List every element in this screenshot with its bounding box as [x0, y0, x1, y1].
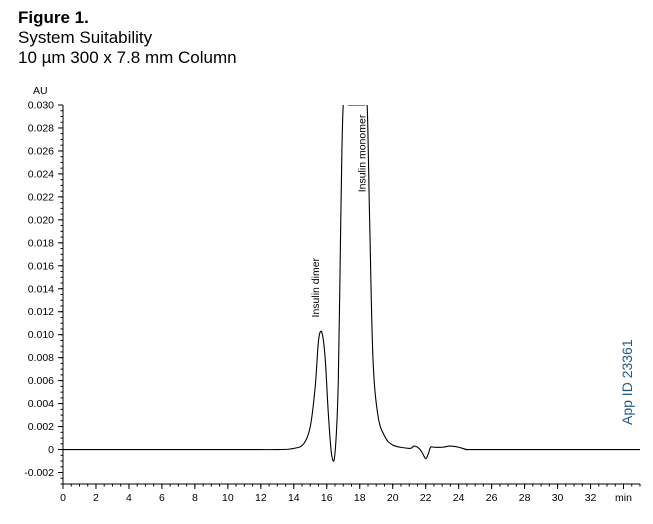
y-tick-label: 0.018 [28, 237, 54, 249]
figure-label: Figure 1. [18, 8, 89, 27]
y-tick-label: 0.014 [28, 283, 54, 295]
x-tick-label: 32 [585, 492, 597, 504]
x-tick-label: 18 [354, 492, 366, 504]
chromatogram-trace [63, 105, 640, 462]
x-tick-label: 8 [192, 492, 198, 504]
y-tick-label: 0.022 [28, 191, 54, 203]
app-id-label: App ID 23361 [619, 339, 635, 425]
x-tick-label: 22 [420, 492, 432, 504]
x-tick-label: 2 [93, 492, 99, 504]
x-tick-label: 4 [126, 492, 132, 504]
figure-subtitle-1: System Suitability [18, 28, 153, 47]
y-tick-label: 0.026 [28, 145, 54, 157]
y-axis-label: AU [33, 85, 48, 97]
y-tick-label: 0.028 [28, 122, 54, 134]
x-tick-label: 28 [519, 492, 531, 504]
y-tick-label: 0.030 [28, 100, 54, 112]
x-tick-label: 6 [159, 492, 165, 504]
x-tick-label: 20 [387, 492, 399, 504]
annotation-insulin-monomer: Insulin monomer [357, 114, 369, 192]
annotation-insulin-dimer: Insulin dimer [310, 257, 322, 317]
y-tick-label: 0 [48, 444, 54, 456]
y-tick-label: 0.016 [28, 260, 54, 272]
x-tick-label: 30 [552, 492, 564, 504]
y-tick-label: -0.002 [24, 467, 54, 479]
y-tick-label: 0.006 [28, 375, 54, 387]
figure-subtitle-2: 10 µm 300 x 7.8 mm Column [18, 48, 237, 67]
x-tick-label: 10 [222, 492, 234, 504]
x-tick-label: 14 [288, 492, 300, 504]
x-tick-label: 0 [60, 492, 66, 504]
y-tick-label: 0.012 [28, 306, 54, 318]
y-tick-label: 0.008 [28, 352, 54, 364]
y-tick-label: 0.010 [28, 329, 54, 341]
x-tick-label: 16 [321, 492, 333, 504]
y-tick-label: 0.004 [28, 398, 54, 410]
y-tick-label: 0.002 [28, 421, 54, 433]
y-tick-label: 0.024 [28, 168, 54, 180]
x-tick-label: 26 [486, 492, 498, 504]
x-tick-label: min [615, 492, 632, 504]
x-tick-label: 12 [255, 492, 267, 504]
y-tick-label: 0.020 [28, 214, 54, 226]
x-tick-label: 24 [453, 492, 465, 504]
